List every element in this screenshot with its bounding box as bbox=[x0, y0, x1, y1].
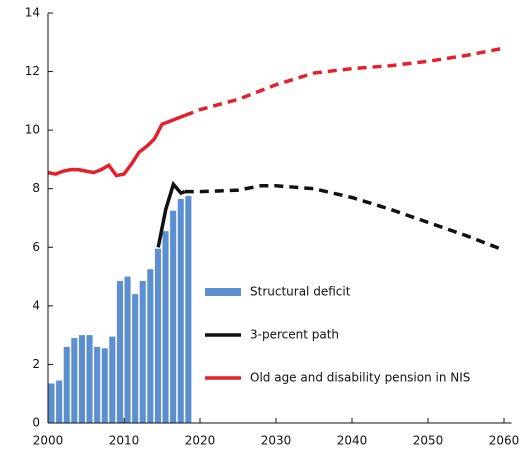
bar bbox=[109, 336, 116, 423]
bar bbox=[154, 248, 161, 423]
x-tick-label: 2010 bbox=[109, 434, 140, 448]
bar bbox=[116, 280, 123, 423]
bar bbox=[78, 335, 85, 423]
bar bbox=[71, 338, 78, 423]
bar bbox=[139, 280, 146, 423]
line-solid bbox=[47, 113, 186, 178]
bar bbox=[185, 196, 192, 423]
bar bbox=[63, 346, 70, 423]
y-tick-label: 12 bbox=[25, 64, 40, 78]
bar bbox=[177, 198, 184, 423]
x-tick-label: 2040 bbox=[337, 434, 368, 448]
y-tick-label: 0 bbox=[32, 416, 40, 430]
bar bbox=[170, 210, 177, 423]
bar bbox=[101, 348, 108, 423]
legend-label: 3-percent path bbox=[250, 328, 339, 342]
legend-label: Old age and disability pension in NIS bbox=[250, 371, 470, 385]
line-dashed bbox=[184, 184, 505, 252]
bar bbox=[147, 269, 154, 423]
bar bbox=[162, 231, 169, 423]
y-tick-label: 8 bbox=[32, 181, 40, 195]
y-tick-label: 4 bbox=[32, 298, 40, 312]
x-tick-label: 2050 bbox=[413, 434, 444, 448]
x-tick-label: 2030 bbox=[261, 434, 292, 448]
bar bbox=[124, 276, 131, 423]
y-tick-label: 6 bbox=[32, 240, 40, 254]
legend-swatch bbox=[205, 288, 241, 296]
line-dashed bbox=[184, 46, 505, 118]
line-solid bbox=[156, 180, 186, 248]
bar bbox=[132, 294, 139, 423]
x-tick-label: 2060 bbox=[489, 434, 520, 448]
bar bbox=[86, 335, 93, 423]
bar bbox=[56, 380, 63, 423]
bar bbox=[94, 346, 101, 423]
legend-label: Structural deficit bbox=[250, 285, 351, 299]
y-tick-label: 14 bbox=[25, 6, 40, 20]
y-tick-label: 2 bbox=[32, 357, 40, 371]
x-tick-label: 2020 bbox=[185, 434, 216, 448]
y-tick-label: 10 bbox=[25, 123, 40, 137]
x-tick-label: 2000 bbox=[33, 434, 64, 448]
bar bbox=[48, 383, 55, 423]
